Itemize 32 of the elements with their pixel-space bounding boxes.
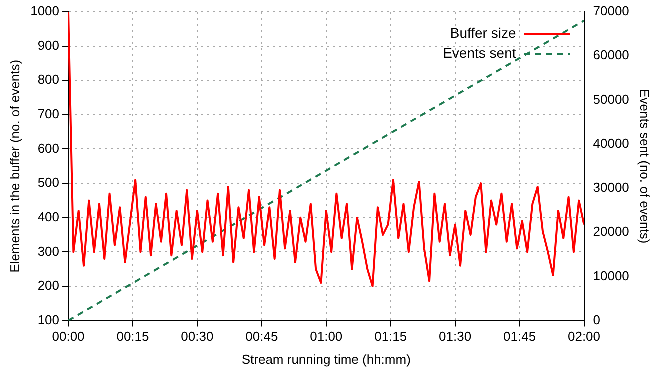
y2-tick-label: 50000 — [593, 92, 630, 107]
y2-tick-label: 0 — [593, 312, 600, 328]
x-tick-label: 00:00 — [52, 329, 85, 344]
x-tick-label: 01:30 — [439, 329, 472, 344]
y-tick-label: 800 — [38, 72, 60, 88]
y2-tick-label: 10000 — [593, 268, 630, 284]
y2-axis-title: Events sent (no. of events) — [638, 89, 653, 244]
x-tick-label: 01:00 — [310, 329, 343, 344]
y-axis-title: Elements in the buffer (no. of events) — [7, 60, 22, 273]
x-tick-label: 01:15 — [374, 329, 408, 344]
y-tick-label: 1000 — [30, 4, 60, 19]
x-axis-title: Stream running time (hh:mm) — [242, 352, 411, 367]
x-tick-label: 00:30 — [181, 329, 214, 344]
y-tick-label: 500 — [38, 175, 60, 190]
y-tick-label: 100 — [38, 312, 60, 328]
y2-tick-label: 20000 — [593, 224, 630, 240]
y-tick-label: 600 — [38, 140, 60, 156]
legend-label: Events sent — [443, 44, 516, 61]
y2-tick-label: 40000 — [593, 136, 630, 151]
y-tick-label: 900 — [38, 38, 60, 53]
y2-tick-label: 30000 — [593, 180, 630, 196]
y-tick-label: 200 — [38, 278, 60, 294]
y-tick-label: 300 — [38, 244, 60, 259]
x-tick-label: 00:45 — [246, 329, 278, 344]
x-tick-label: 00:15 — [116, 329, 150, 344]
y-tick-label: 700 — [38, 106, 60, 122]
y2-tick-label: 70000 — [593, 4, 630, 19]
x-tick-label: 02:00 — [568, 329, 601, 344]
y2-tick-label: 60000 — [593, 48, 630, 63]
legend-label: Buffer size — [450, 24, 516, 41]
x-tick-label: 01:45 — [504, 329, 536, 344]
y-tick-label: 400 — [38, 209, 60, 224]
